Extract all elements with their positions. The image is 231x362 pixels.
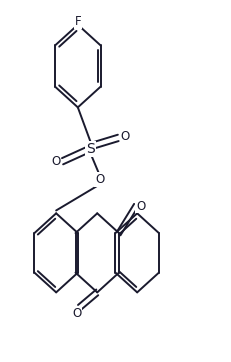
Text: F: F (75, 15, 81, 28)
Text: O: O (136, 200, 145, 212)
Text: S: S (86, 142, 95, 156)
Text: O: O (72, 307, 81, 320)
Text: O: O (120, 130, 130, 143)
Text: O: O (51, 155, 60, 168)
Text: O: O (95, 173, 104, 186)
